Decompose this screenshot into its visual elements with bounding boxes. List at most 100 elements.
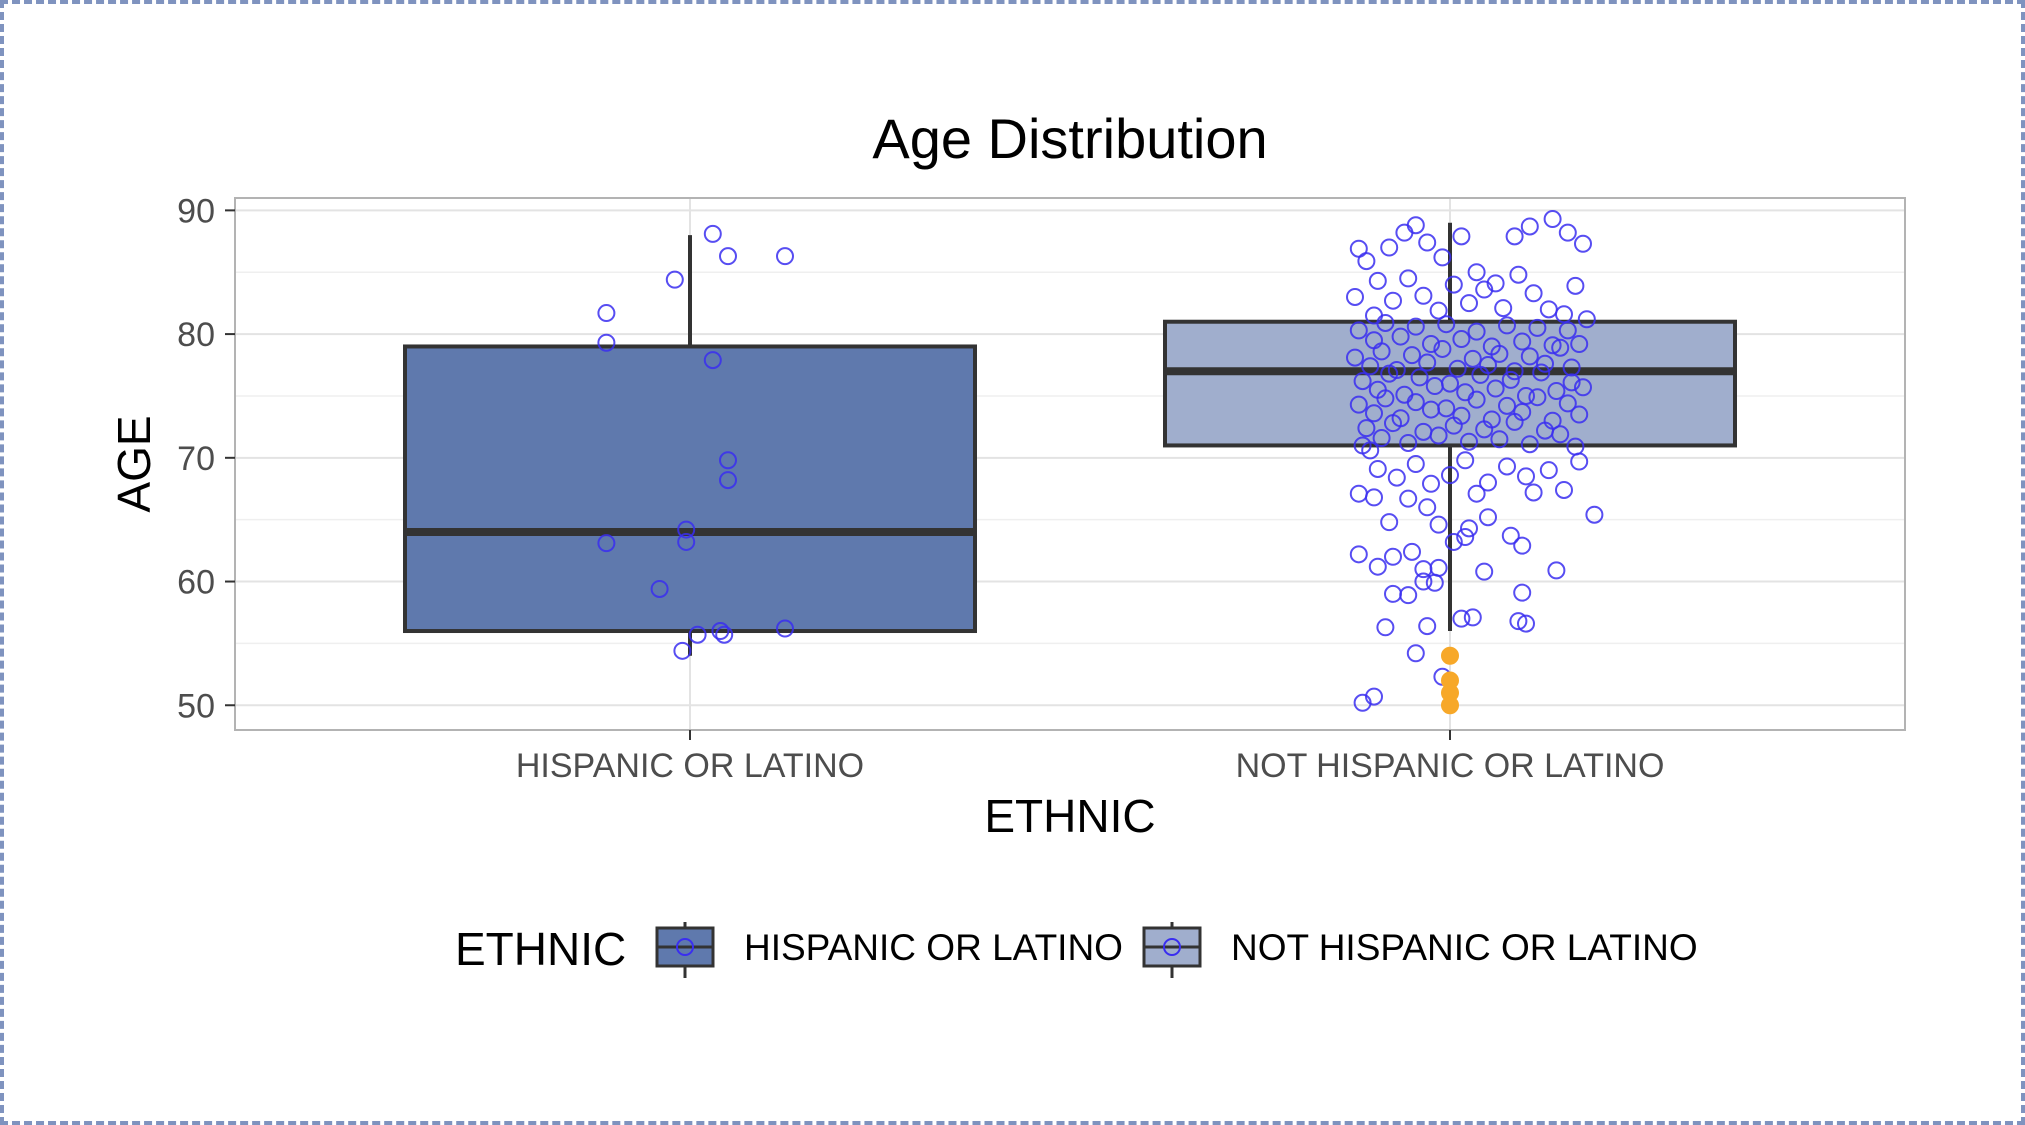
jitter-point xyxy=(1513,332,1532,351)
jitter-point xyxy=(1372,429,1391,448)
jitter-point xyxy=(1376,618,1395,637)
jitter-point xyxy=(1422,334,1440,353)
jitter-point xyxy=(1513,583,1532,602)
jitter-point xyxy=(1558,321,1577,340)
jitter-point xyxy=(1452,609,1471,628)
x-tick-label: NOT HISPANIC OR LATINO xyxy=(1236,747,1665,785)
jitter-point xyxy=(1365,404,1383,423)
jitter-point xyxy=(1486,379,1505,398)
jitter-point xyxy=(1403,542,1421,561)
jitter-point xyxy=(1475,420,1494,439)
panel-border xyxy=(234,197,1906,731)
jitter-point xyxy=(1543,210,1562,229)
jitter-point xyxy=(1361,357,1380,376)
jitter-point xyxy=(1444,532,1463,551)
jitter-point xyxy=(1353,436,1372,455)
jitter-point xyxy=(1509,265,1528,284)
jitter-point xyxy=(650,579,669,598)
jitter-point xyxy=(1452,227,1471,246)
jitter-point xyxy=(703,224,722,243)
jitter-point xyxy=(1418,233,1437,252)
jitter-point xyxy=(1585,505,1604,524)
jitter-point xyxy=(1349,395,1368,414)
jitter-point xyxy=(1463,608,1482,627)
jitter-point xyxy=(597,534,616,553)
jitter-point xyxy=(1570,452,1589,471)
jitter-point xyxy=(776,247,794,266)
jitter-point xyxy=(1509,612,1528,631)
jitter-point xyxy=(1414,286,1433,305)
chart-title: Age Distribution xyxy=(872,107,1267,170)
legend-item: NOT HISPANIC OR LATINO xyxy=(1142,922,1698,978)
jitter-point xyxy=(1429,426,1448,445)
jitter-point xyxy=(1494,299,1513,318)
jitter-point xyxy=(1418,617,1437,636)
jitter-point xyxy=(1467,390,1486,409)
jitter-point xyxy=(776,619,794,638)
jitter-point xyxy=(677,520,696,539)
jitter-point xyxy=(1376,313,1395,332)
jitter-point xyxy=(1543,336,1562,355)
interquartile-box xyxy=(403,344,977,634)
jitter-point xyxy=(1391,327,1410,346)
jitter-point xyxy=(1444,416,1463,435)
jitter-point xyxy=(1517,614,1535,633)
jitter-point xyxy=(1441,374,1459,393)
jitter-point xyxy=(1513,536,1532,555)
jitter-point xyxy=(1346,348,1364,367)
jitter-point xyxy=(1562,373,1581,392)
jitter-point xyxy=(1501,370,1520,389)
jitter-point xyxy=(1353,693,1372,712)
jitter-point xyxy=(1505,227,1524,246)
jitter-point xyxy=(1406,393,1425,412)
jitter-point xyxy=(1547,561,1566,580)
jitter-point xyxy=(1384,547,1402,566)
jitter-point xyxy=(1498,457,1516,476)
jitter-point xyxy=(1368,557,1387,576)
jitter-point xyxy=(1399,586,1418,605)
jitter-point xyxy=(1475,562,1494,581)
jitter-point xyxy=(1406,216,1425,235)
jitter-points xyxy=(597,210,1604,712)
jitter-point xyxy=(1357,252,1376,271)
jitter-point xyxy=(1547,382,1566,401)
jitter-point xyxy=(1441,466,1459,485)
jitter-point xyxy=(1418,353,1437,372)
legend-keys: HISPANIC OR LATINO NOT HISPANIC OR LATINO xyxy=(655,922,1698,978)
box-hispanic-or-latino xyxy=(403,235,977,656)
jitter-point xyxy=(1475,280,1494,299)
jitter-point xyxy=(665,270,684,289)
y-tick-label: 90 xyxy=(177,192,215,230)
jitter-point xyxy=(1349,545,1368,564)
jitter-point xyxy=(1399,433,1418,452)
jitter-point xyxy=(1418,498,1437,517)
x-tick-label: HISPANIC OR LATINO xyxy=(516,747,864,785)
y-tick-label: 80 xyxy=(177,316,215,354)
outlier-points xyxy=(1441,646,1459,715)
jitter-point xyxy=(719,471,737,490)
jitter-point xyxy=(1433,248,1452,267)
legend: ETHNIC HISPANIC OR LATINO NOT HISPANIC OR… xyxy=(455,922,1698,978)
jitter-point xyxy=(1456,451,1475,470)
jitter-point xyxy=(597,333,616,352)
jitter-point xyxy=(1353,372,1372,391)
jitter-point xyxy=(719,451,737,470)
jitter-point xyxy=(1429,301,1448,320)
jitter-point xyxy=(1406,644,1425,663)
jitter-point xyxy=(1414,572,1433,591)
jitter-point xyxy=(1467,484,1486,503)
jitter-point xyxy=(1570,405,1589,424)
jitter-point xyxy=(1558,223,1577,242)
y-axis-title: AGE xyxy=(108,415,160,512)
jitter-point xyxy=(1471,365,1490,384)
jitter-point xyxy=(1368,459,1387,478)
jitter-point xyxy=(1429,515,1448,534)
jitter-point xyxy=(1520,435,1539,454)
jitter-point xyxy=(1368,271,1387,290)
jitter-point xyxy=(1570,334,1589,353)
jitter-point xyxy=(1406,455,1425,473)
jitter-point xyxy=(1528,388,1547,407)
jitter-point xyxy=(1505,412,1524,431)
jitter-point xyxy=(1558,394,1577,413)
